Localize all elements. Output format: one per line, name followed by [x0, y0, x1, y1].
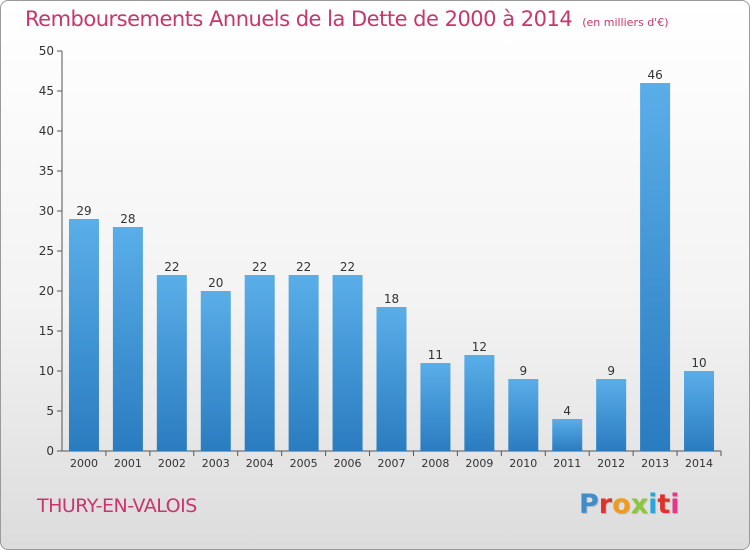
- bar: [68, 219, 99, 451]
- data-label: 22: [164, 260, 179, 274]
- y-tick-label: 20: [39, 284, 54, 298]
- data-label: 20: [208, 276, 223, 290]
- bar: [376, 307, 407, 451]
- bar: [112, 227, 143, 451]
- y-tick-label: 35: [39, 164, 54, 178]
- bar: [244, 275, 275, 451]
- data-label: 9: [519, 364, 527, 378]
- chart-subtitle: (en milliers d'€): [582, 16, 669, 29]
- bar: [552, 419, 583, 451]
- chart-title-text: Remboursements Annuels de la Dette de 20…: [25, 7, 573, 31]
- data-label: 4: [563, 404, 571, 418]
- x-tick-label: 2008: [421, 457, 449, 470]
- y-tick-label: 40: [39, 124, 54, 138]
- y-tick-label: 10: [39, 364, 54, 378]
- bar: [332, 275, 363, 451]
- brand-logo: Proxiti: [579, 489, 680, 520]
- x-tick-label: 2000: [70, 457, 98, 470]
- x-tick-label: 2007: [378, 457, 406, 470]
- y-tick-label: 5: [46, 404, 54, 418]
- y-tick-label: 30: [39, 204, 54, 218]
- x-tick-label: 2013: [641, 457, 669, 470]
- chart-title: Remboursements Annuels de la Dette de 20…: [25, 7, 668, 31]
- x-tick-label: 2004: [246, 457, 274, 470]
- bar: [200, 291, 231, 451]
- bar: [596, 379, 627, 451]
- data-label: 46: [647, 68, 662, 82]
- bar: [684, 371, 715, 451]
- data-label: 18: [384, 292, 399, 306]
- data-label: 29: [76, 204, 91, 218]
- bar: [156, 275, 187, 451]
- place-name: THURY-EN-VALOIS: [37, 495, 197, 517]
- x-tick-label: 2012: [597, 457, 625, 470]
- y-tick-label: 45: [39, 84, 54, 98]
- x-tick-label: 2003: [202, 457, 230, 470]
- data-label: 12: [472, 340, 487, 354]
- y-tick-label: 25: [39, 244, 54, 258]
- x-tick-label: 2005: [290, 457, 318, 470]
- data-label: 22: [296, 260, 311, 274]
- x-tick-label: 2001: [114, 457, 142, 470]
- data-label: 28: [120, 212, 135, 226]
- bar: [288, 275, 319, 451]
- y-tick-label: 15: [39, 324, 54, 338]
- bar: [464, 355, 495, 451]
- bar: [420, 363, 451, 451]
- data-label: 9: [607, 364, 615, 378]
- data-label: 22: [340, 260, 355, 274]
- data-label: 10: [691, 356, 706, 370]
- data-label: 22: [252, 260, 267, 274]
- x-tick-label: 2009: [465, 457, 493, 470]
- x-tick-label: 2002: [158, 457, 186, 470]
- x-tick-label: 2014: [685, 457, 713, 470]
- x-tick-label: 2006: [334, 457, 362, 470]
- y-tick-label: 0: [46, 444, 54, 458]
- data-label: 11: [428, 348, 443, 362]
- bar: [640, 83, 671, 451]
- x-tick-label: 2010: [509, 457, 537, 470]
- bar: [508, 379, 539, 451]
- y-tick-label: 50: [39, 44, 54, 58]
- x-tick-label: 2011: [553, 457, 581, 470]
